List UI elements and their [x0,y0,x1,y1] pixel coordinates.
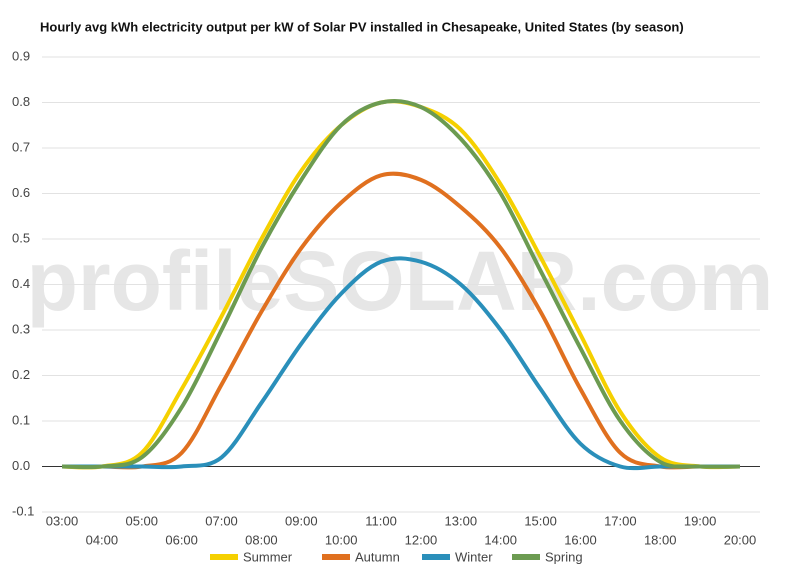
x-tick-label: 05:00 [125,513,158,528]
legend-label: Summer [243,549,293,564]
x-tick-label: 18:00 [644,532,677,547]
y-tick-label: 0.9 [12,48,30,63]
line-series [61,99,741,470]
x-tick-label: 20:00 [724,532,757,547]
y-tick-label: 0.4 [12,276,30,291]
y-tick-label: -0.1 [12,503,34,518]
legend-swatch [322,554,350,560]
watermark: profileSOLAR.com [27,234,774,328]
y-tick-label: 0.0 [12,458,30,473]
line-series [62,256,740,471]
line-series [62,171,740,470]
legend-swatch [422,554,450,560]
legend-swatch [210,554,238,560]
x-tick-label: 06:00 [165,532,198,547]
x-tick-label: 08:00 [245,532,278,547]
x-tick-label: 12:00 [405,532,438,547]
y-tick-label: 0.3 [12,321,30,336]
legend-label: Spring [545,549,583,564]
y-tick-label: 0.6 [12,185,30,200]
x-tick-label: 10:00 [325,532,358,547]
y-tick-label: 0.2 [12,367,30,382]
legend-label: Autumn [355,549,400,564]
x-tick-label: 04:00 [86,532,119,547]
x-tick-label: 07:00 [205,513,238,528]
y-tick-label: 0.1 [12,412,30,427]
x-tick-label: 14:00 [484,532,517,547]
x-tick-label: 13:00 [445,513,478,528]
chart-title: Hourly avg kWh electricity output per kW… [40,19,684,34]
x-tick-label: 11:00 [365,513,397,528]
x-tick-label: 15:00 [524,513,557,528]
y-tick-label: 0.5 [12,230,30,245]
x-tick-label: 03:00 [46,513,79,528]
legend-label: Winter [455,549,493,564]
x-tick-label: 16:00 [564,532,597,547]
y-tick-label: 0.7 [12,139,30,154]
x-tick-label: 17:00 [604,513,637,528]
x-tick-label: 19:00 [684,513,717,528]
legend-swatch [512,554,540,560]
y-tick-label: 0.8 [12,94,30,109]
x-tick-label: 09:00 [285,513,318,528]
